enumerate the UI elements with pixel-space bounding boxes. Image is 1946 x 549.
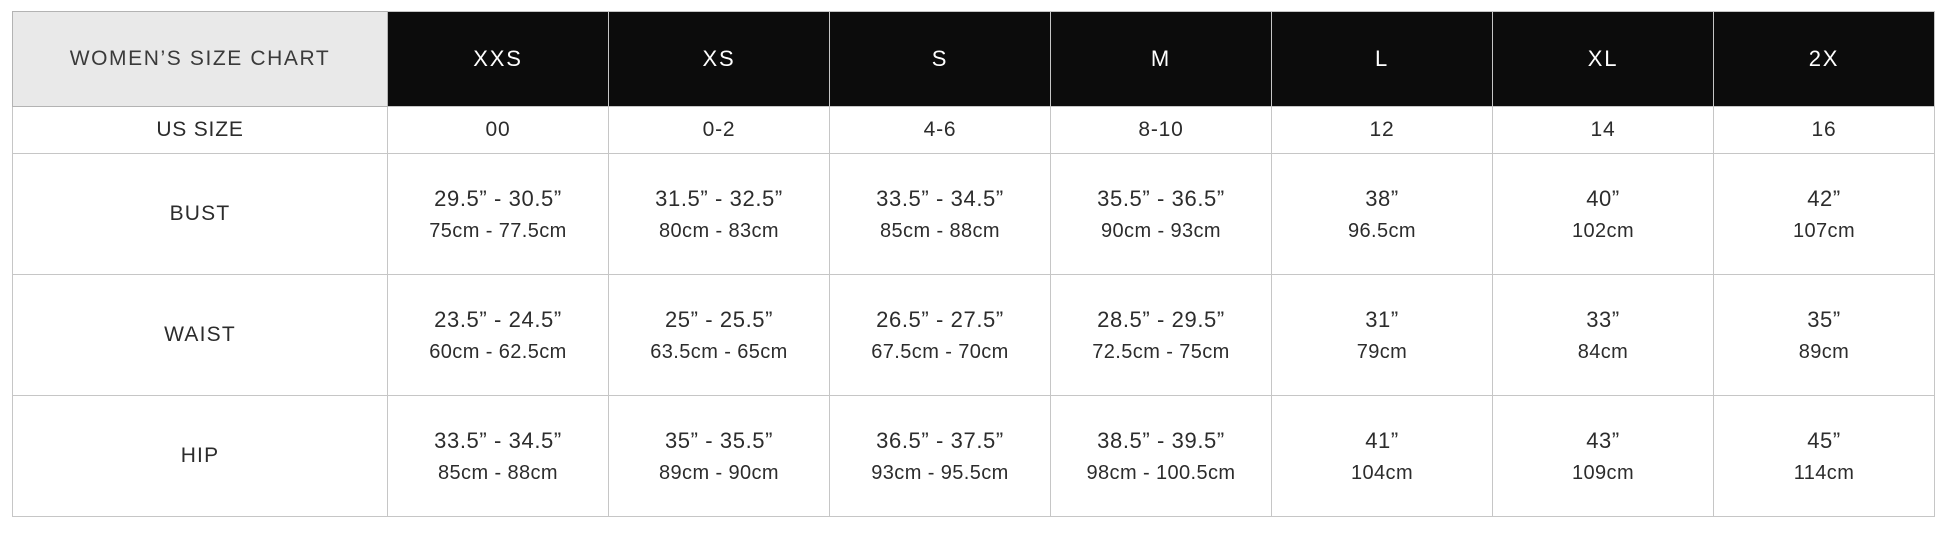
waist-l-inches: 31” — [1365, 306, 1399, 332]
size-header-l: L — [1271, 11, 1493, 107]
cell-waist-xxs: 23.5” - 24.5” 60cm - 62.5cm — [387, 274, 609, 396]
bust-xs-inches: 31.5” - 32.5” — [655, 185, 783, 211]
hip-xl-inches: 43” — [1586, 427, 1620, 453]
hip-m-inches: 38.5” - 39.5” — [1097, 427, 1225, 453]
cell-ussize-xs: 0-2 — [608, 106, 830, 154]
womens-size-chart-table: WOMEN’S SIZE CHART XXS XS S M L XL 2X US… — [12, 11, 1935, 517]
cell-waist-s: 26.5” - 27.5” 67.5cm - 70cm — [829, 274, 1051, 396]
waist-xl-cm: 84cm — [1577, 340, 1629, 363]
waist-m-inches: 28.5” - 29.5” — [1097, 306, 1225, 332]
chart-title: WOMEN’S SIZE CHART — [12, 11, 388, 107]
cell-waist-m: 28.5” - 29.5” 72.5cm - 75cm — [1050, 274, 1272, 396]
cell-waist-xs: 25” - 25.5” 63.5cm - 65cm — [608, 274, 830, 396]
cell-bust-s: 33.5” - 34.5” 85cm - 88cm — [829, 153, 1051, 275]
cell-ussize-m: 8-10 — [1050, 106, 1272, 154]
bust-xl-cm: 102cm — [1571, 219, 1635, 242]
waist-2x-cm: 89cm — [1798, 340, 1850, 363]
waist-s-cm: 67.5cm - 70cm — [871, 340, 1009, 363]
size-header-2x: 2X — [1713, 11, 1935, 107]
cell-ussize-s: 4-6 — [829, 106, 1051, 154]
cell-waist-xl: 33” 84cm — [1492, 274, 1714, 396]
waist-2x-inches: 35” — [1807, 306, 1841, 332]
cell-hip-xl: 43” 109cm — [1492, 395, 1714, 517]
size-header-xl: XL — [1492, 11, 1714, 107]
bust-m-cm: 90cm - 93cm — [1101, 219, 1221, 242]
cell-bust-m: 35.5” - 36.5” 90cm - 93cm — [1050, 153, 1272, 275]
waist-row: WAIST 23.5” - 24.5” 60cm - 62.5cm 25” - … — [12, 274, 1935, 396]
row-label-waist: WAIST — [12, 274, 388, 396]
hip-l-inches: 41” — [1365, 427, 1399, 453]
hip-m-cm: 98cm - 100.5cm — [1086, 461, 1236, 484]
bust-xl-inches: 40” — [1586, 185, 1620, 211]
bust-l-inches: 38” — [1365, 185, 1399, 211]
hip-row: HIP 33.5” - 34.5” 85cm - 88cm 35” - 35.5… — [12, 395, 1935, 517]
cell-hip-l: 41” 104cm — [1271, 395, 1493, 517]
hip-l-cm: 104cm — [1350, 461, 1414, 484]
bust-m-inches: 35.5” - 36.5” — [1097, 185, 1225, 211]
size-header-s: S — [829, 11, 1051, 107]
hip-xs-cm: 89cm - 90cm — [659, 461, 779, 484]
row-label-us-size: US SIZE — [12, 106, 388, 154]
size-header-xs: XS — [608, 11, 830, 107]
cell-bust-xxs: 29.5” - 30.5” 75cm - 77.5cm — [387, 153, 609, 275]
size-chart-container: WOMEN’S SIZE CHART XXS XS S M L XL 2X US… — [12, 11, 1935, 517]
waist-xxs-cm: 60cm - 62.5cm — [429, 340, 567, 363]
us-size-row: US SIZE 00 0-2 4-6 8-10 12 14 16 — [12, 106, 1935, 154]
cell-hip-xs: 35” - 35.5” 89cm - 90cm — [608, 395, 830, 517]
bust-xxs-cm: 75cm - 77.5cm — [429, 219, 567, 242]
bust-s-cm: 85cm - 88cm — [880, 219, 1000, 242]
hip-2x-cm: 114cm — [1793, 461, 1855, 484]
bust-s-inches: 33.5” - 34.5” — [876, 185, 1004, 211]
cell-bust-2x: 42” 107cm — [1713, 153, 1935, 275]
cell-hip-m: 38.5” - 39.5” 98cm - 100.5cm — [1050, 395, 1272, 517]
hip-xl-cm: 109cm — [1571, 461, 1635, 484]
bust-l-cm: 96.5cm — [1348, 219, 1416, 242]
cell-hip-s: 36.5” - 37.5” 93cm - 95.5cm — [829, 395, 1051, 517]
waist-m-cm: 72.5cm - 75cm — [1092, 340, 1230, 363]
cell-ussize-2x: 16 — [1713, 106, 1935, 154]
waist-xs-inches: 25” - 25.5” — [664, 306, 774, 332]
bust-2x-cm: 107cm — [1792, 219, 1856, 242]
hip-2x-inches: 45” — [1807, 427, 1841, 453]
waist-xl-inches: 33” — [1586, 306, 1620, 332]
cell-ussize-l: 12 — [1271, 106, 1493, 154]
cell-bust-l: 38” 96.5cm — [1271, 153, 1493, 275]
hip-s-cm: 93cm - 95.5cm — [871, 461, 1009, 484]
header-row: WOMEN’S SIZE CHART XXS XS S M L XL 2X — [12, 11, 1935, 107]
cell-bust-xl: 40” 102cm — [1492, 153, 1714, 275]
cell-hip-xxs: 33.5” - 34.5” 85cm - 88cm — [387, 395, 609, 517]
size-header-xxs: XXS — [387, 11, 609, 107]
cell-waist-l: 31” 79cm — [1271, 274, 1493, 396]
cell-ussize-xl: 14 — [1492, 106, 1714, 154]
row-label-hip: HIP — [12, 395, 388, 517]
size-header-m: M — [1050, 11, 1272, 107]
cell-bust-xs: 31.5” - 32.5” 80cm - 83cm — [608, 153, 830, 275]
hip-xs-inches: 35” - 35.5” — [664, 427, 774, 453]
bust-2x-inches: 42” — [1807, 185, 1841, 211]
bust-row: BUST 29.5” - 30.5” 75cm - 77.5cm 31.5” -… — [12, 153, 1935, 275]
waist-l-cm: 79cm — [1356, 340, 1408, 363]
bust-xxs-inches: 29.5” - 30.5” — [434, 185, 562, 211]
row-label-bust: BUST — [12, 153, 388, 275]
hip-s-inches: 36.5” - 37.5” — [876, 427, 1004, 453]
waist-xxs-inches: 23.5” - 24.5” — [434, 306, 562, 332]
waist-s-inches: 26.5” - 27.5” — [876, 306, 1004, 332]
hip-xxs-cm: 85cm - 88cm — [438, 461, 558, 484]
cell-hip-2x: 45” 114cm — [1713, 395, 1935, 517]
waist-xs-cm: 63.5cm - 65cm — [650, 340, 788, 363]
hip-xxs-inches: 33.5” - 34.5” — [434, 427, 562, 453]
cell-waist-2x: 35” 89cm — [1713, 274, 1935, 396]
cell-ussize-xxs: 00 — [387, 106, 609, 154]
bust-xs-cm: 80cm - 83cm — [659, 219, 779, 242]
